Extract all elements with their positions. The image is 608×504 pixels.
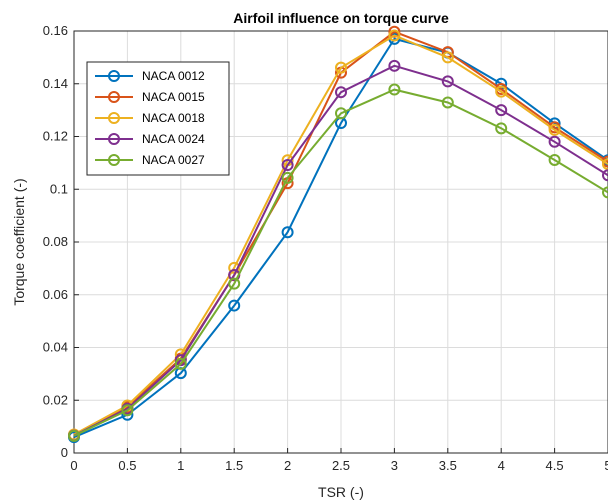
data-point [388,29,401,42]
data-point [388,83,401,96]
legend-label: NACA 0024 [142,132,205,146]
series-line [73,88,608,437]
y-tick-label: 0 [61,445,68,460]
data-point [441,75,454,88]
x-tick-label: 0.5 [118,458,136,473]
x-tick-label: 2.5 [332,458,350,473]
x-tick-label: 5 [604,458,608,473]
series-naca-0027 [68,83,608,442]
y-tick-label: 0.16 [43,23,68,38]
data-point [441,51,454,64]
data-point [602,186,608,199]
x-tick-label: 2 [284,458,291,473]
legend-label: NACA 0027 [142,153,205,167]
data-point [548,135,561,148]
x-tick-label: 1 [177,458,184,473]
data-point [281,226,294,239]
data-point [335,86,347,99]
legend-label: NACA 0015 [142,90,205,104]
legend-marker [108,91,120,103]
series-group [68,25,608,444]
legend-label: NACA 0018 [142,111,205,125]
data-point [335,107,347,120]
legend-marker [108,154,120,166]
legend-marker [108,112,120,124]
legend-marker [108,70,120,82]
data-point [602,158,608,171]
data-point [495,85,508,98]
y-tick-label: 0.02 [43,392,68,407]
data-point [174,357,187,370]
x-axis-label: TSR (-) [318,484,364,500]
data-point [548,123,561,136]
series-line [73,37,608,439]
chart-title: Airfoil influence on torque curve [233,10,449,26]
axis-ticks: 0 0.5 1 1.5 2 2.5 3 3.5 4 4.5 5 0 0.02 0.04 0.06 0.08 0.… [43,23,608,473]
data-point [548,153,561,166]
data-point [281,171,294,184]
data-point [281,158,294,171]
x-tick-label: 4.5 [546,458,564,473]
x-tick-label: 0 [70,458,77,473]
y-axis-label: Torque coefficient (-) [11,178,27,305]
x-tick-label: 1.5 [225,458,243,473]
x-tick-label: 4 [498,458,505,473]
data-point [388,59,401,72]
data-point [602,169,608,182]
legend-label: NACA 0012 [142,69,205,83]
data-point [495,104,508,117]
y-tick-label: 0.14 [43,76,68,91]
data-point [388,25,401,38]
data-point [68,429,80,442]
y-tick-label: 0.1 [50,181,68,196]
y-tick-label: 0.04 [43,340,68,355]
data-point [228,299,241,312]
x-tick-label: 3.5 [439,458,457,473]
data-point [441,96,454,109]
y-tick-label: 0.12 [43,129,68,144]
data-point [335,61,347,74]
y-tick-label: 0.08 [43,234,68,249]
data-point [495,122,508,135]
x-tick-label: 3 [391,458,398,473]
series-line [73,34,608,436]
y-tick-label: 0.06 [43,287,68,302]
legend: NACA 0012 NACA 0015 NACA 0018 NACA 0024 NACA… [86,61,230,176]
series-line [73,64,608,437]
legend-marker [108,133,120,145]
data-point [121,404,134,417]
data-point [228,277,241,290]
